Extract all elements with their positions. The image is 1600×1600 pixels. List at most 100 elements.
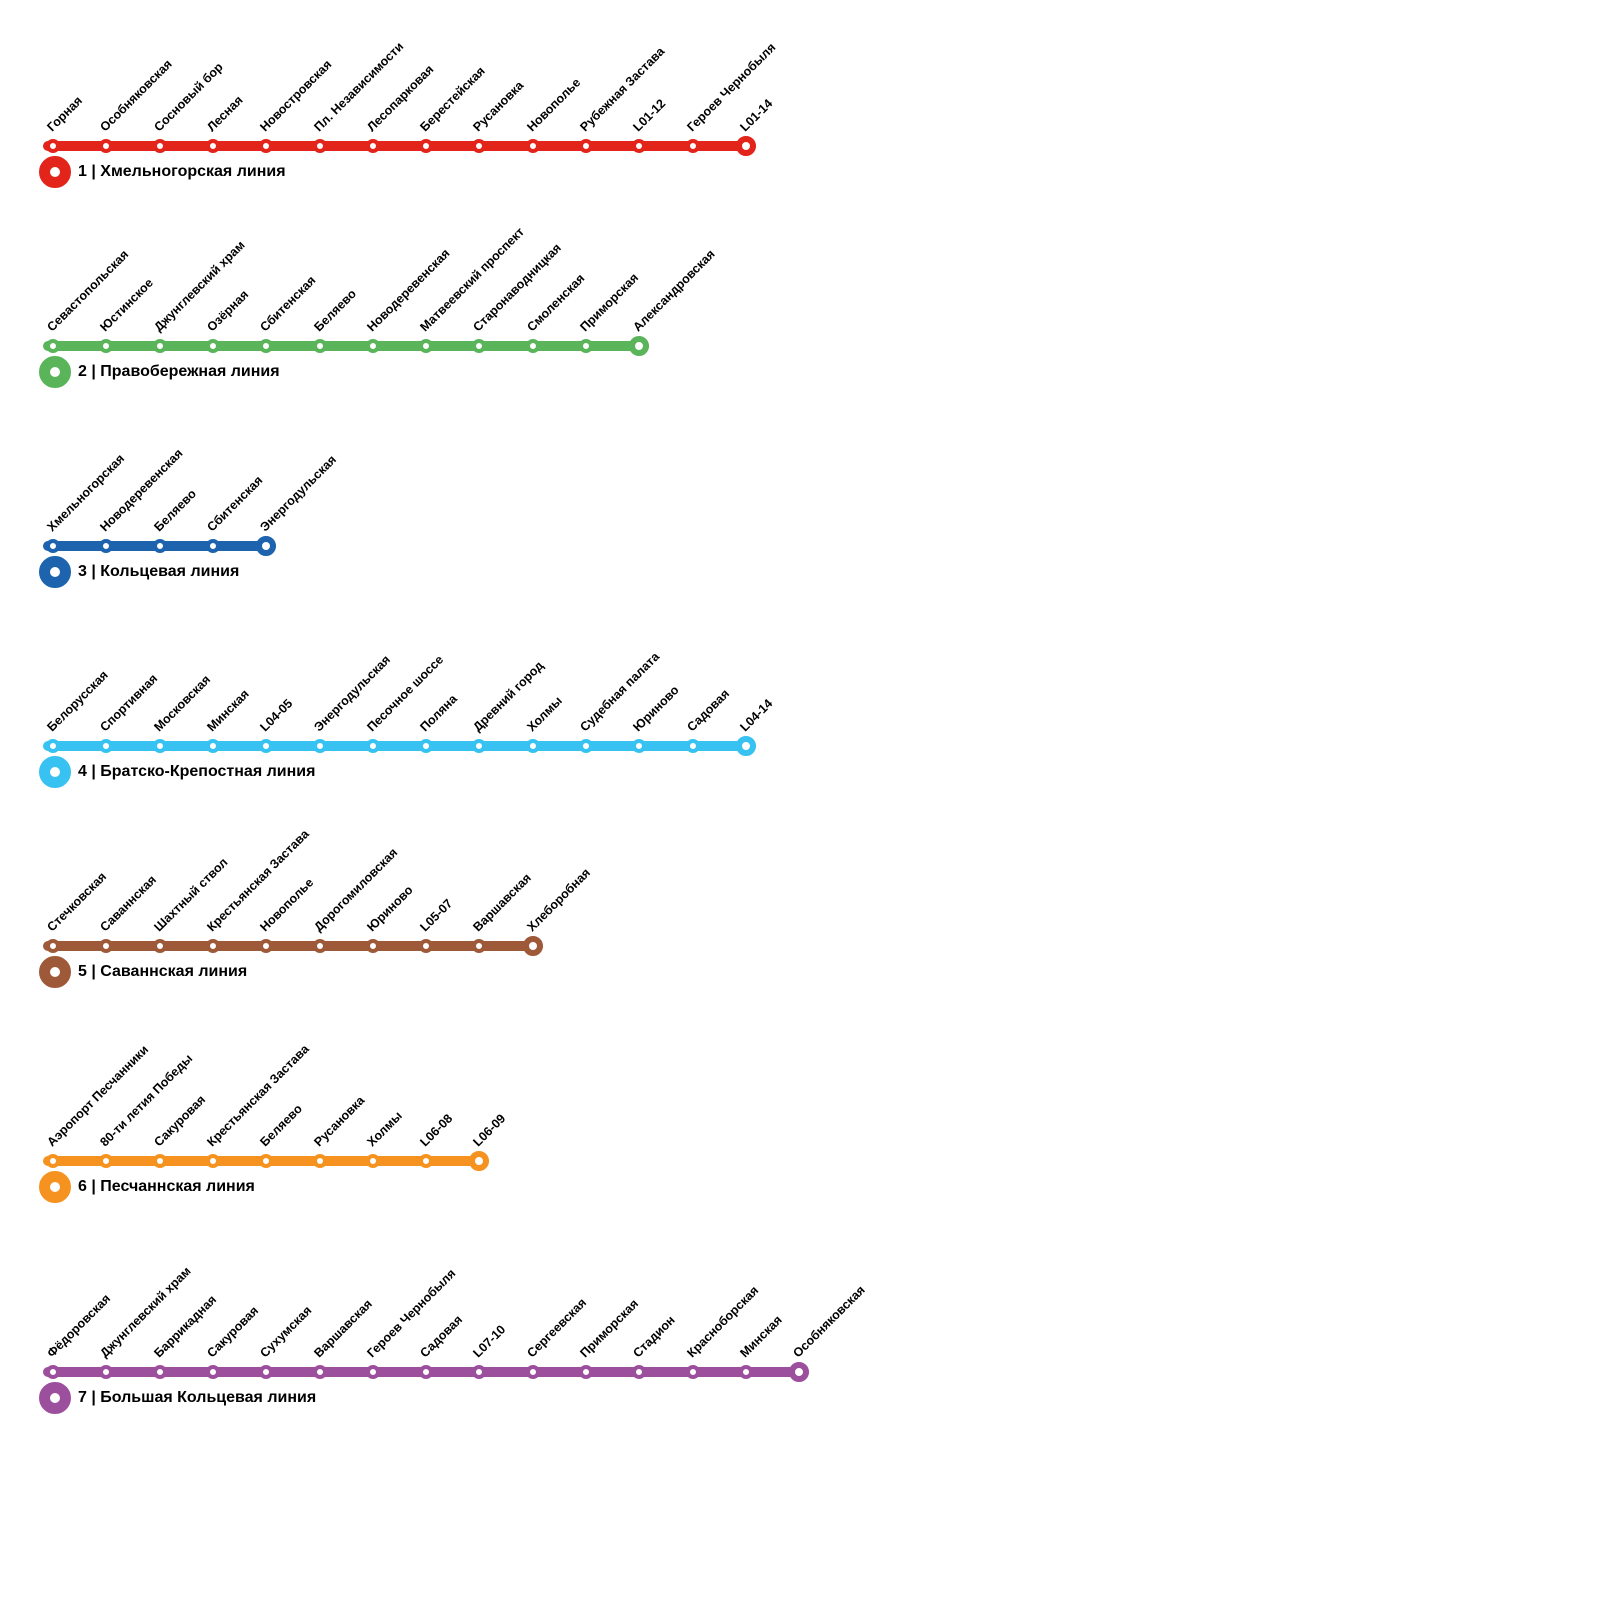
station-marker (152, 539, 167, 553)
station-label: Садовая (683, 686, 732, 735)
station-marker (312, 1365, 327, 1379)
line-legend-label: 5 | Саваннская линия (78, 963, 248, 980)
station-marker (312, 939, 327, 953)
station-marker (525, 739, 540, 753)
station-marker (99, 1154, 114, 1168)
station-label: Горная (44, 93, 86, 135)
station-marker (419, 1365, 434, 1379)
line-1-bar (43, 141, 756, 151)
station-marker (259, 339, 274, 353)
station-marker (472, 1365, 487, 1379)
station-label: Минская (737, 1312, 785, 1361)
station-marker (205, 939, 220, 953)
station-marker (99, 739, 114, 753)
station-marker (312, 1154, 327, 1168)
station-label: Лесная (204, 93, 246, 135)
station-label: Холмы (524, 693, 565, 735)
station-marker (152, 1365, 167, 1379)
line-legend-icon (39, 356, 71, 388)
station-marker (259, 939, 274, 953)
station-marker (579, 1365, 593, 1379)
terminal-station-marker (735, 736, 756, 756)
station-marker (46, 339, 60, 353)
station-marker (579, 339, 593, 353)
station-marker (365, 1154, 380, 1168)
station-marker (205, 739, 220, 753)
station-label: Беляево (150, 486, 199, 535)
station-marker (312, 139, 327, 153)
terminal-station-marker (522, 936, 543, 956)
line-legend-label: 4 | Братско-Крепостная линия (78, 763, 316, 780)
station-marker (46, 539, 60, 553)
line-legend-icon (39, 556, 71, 588)
station-marker (152, 939, 167, 953)
station-label: Озёрная (204, 287, 252, 335)
station-label: L04-14 (737, 696, 776, 735)
station-marker (525, 1365, 540, 1379)
station-label: Минская (204, 686, 252, 735)
station-label: Героев Чернобыля (683, 40, 779, 135)
station-marker (365, 739, 380, 753)
station-marker (46, 939, 60, 953)
station-label: Крестьянская Застава (204, 826, 312, 935)
station-label: Стадион (630, 1312, 679, 1361)
station-marker (365, 339, 380, 353)
station-marker (685, 139, 700, 153)
station-label: Джунглевский храм (150, 238, 248, 335)
station-marker (365, 939, 380, 953)
terminal-station-marker (789, 1362, 810, 1382)
station-marker (99, 139, 114, 153)
station-marker (419, 739, 434, 753)
station-marker (99, 339, 114, 353)
line-4-bar (43, 741, 756, 751)
line-legend-icon (39, 156, 71, 188)
station-label: Новополье (524, 75, 583, 135)
station-marker (99, 539, 114, 553)
station-marker (365, 139, 380, 153)
station-marker (472, 139, 487, 153)
station-label: Русановка (310, 1093, 367, 1150)
terminal-station-marker (735, 136, 756, 156)
station-marker (152, 139, 167, 153)
station-label: 80-ти летия Победы (97, 1051, 196, 1150)
station-marker (259, 1154, 274, 1168)
line-legend-icon (39, 756, 71, 788)
station-marker (579, 739, 593, 753)
station-marker (205, 539, 220, 553)
station-marker (632, 739, 647, 753)
station-marker (205, 139, 220, 153)
station-marker (632, 139, 647, 153)
station-marker (312, 739, 327, 753)
station-marker (152, 739, 167, 753)
station-marker (419, 1154, 434, 1168)
station-marker (685, 739, 700, 753)
station-label: Аэропорт Песчанники (44, 1042, 152, 1150)
line-2-bar (43, 341, 650, 351)
station-label: Беляево (257, 1101, 306, 1150)
station-marker (685, 1365, 700, 1379)
station-marker (312, 339, 327, 353)
station-marker (205, 339, 220, 353)
line-legend-icon (39, 956, 71, 988)
station-label: Александровская (630, 246, 719, 335)
station-marker (99, 1365, 114, 1379)
station-marker (259, 739, 274, 753)
station-marker (46, 139, 60, 153)
station-label: L06-08 (417, 1111, 456, 1150)
station-label: Юриново (364, 882, 416, 935)
station-marker (632, 1365, 647, 1379)
station-label: Сбитенская (204, 473, 266, 535)
station-label: Джунглевский храм (97, 1264, 194, 1361)
line-legend-icon (39, 1171, 71, 1203)
station-marker (205, 1154, 220, 1168)
station-label: L01-14 (737, 96, 776, 135)
station-marker (205, 1365, 220, 1379)
station-label: Хлеборобная (524, 865, 593, 935)
station-label: Сакуровая (204, 1303, 262, 1361)
station-marker (152, 1154, 167, 1168)
station-marker (259, 139, 274, 153)
line-legend-label: 6 | Песчаннская линия (78, 1178, 255, 1195)
station-marker (579, 139, 593, 153)
station-label: Поляна (417, 691, 460, 735)
